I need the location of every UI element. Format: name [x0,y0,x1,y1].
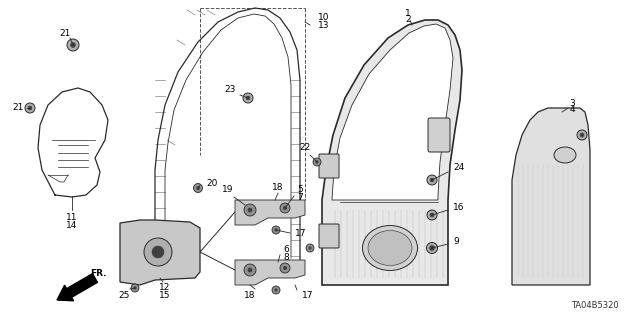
FancyBboxPatch shape [319,154,339,178]
Circle shape [67,39,79,51]
Text: 13: 13 [318,20,330,29]
Circle shape [248,208,252,212]
Circle shape [430,213,434,217]
Polygon shape [332,24,453,200]
Text: 18: 18 [244,291,256,300]
Circle shape [196,186,200,190]
Circle shape [131,284,139,292]
Circle shape [280,203,290,213]
Text: 19: 19 [222,186,234,195]
Circle shape [28,106,32,110]
Circle shape [244,204,256,216]
Text: 8: 8 [283,253,289,262]
Text: 9: 9 [453,236,459,246]
Ellipse shape [554,147,576,163]
Circle shape [243,93,253,103]
Text: 22: 22 [300,144,310,152]
Text: 21: 21 [12,103,24,113]
Circle shape [430,178,434,182]
Circle shape [152,246,164,258]
Text: 17: 17 [302,292,314,300]
Circle shape [429,246,435,250]
Text: 21: 21 [60,28,70,38]
Circle shape [272,286,280,294]
Text: FR.: FR. [90,269,106,278]
Circle shape [577,130,587,140]
Circle shape [308,246,312,249]
Circle shape [427,175,437,185]
Text: 25: 25 [118,292,130,300]
Circle shape [25,103,35,113]
Polygon shape [512,108,590,285]
FancyBboxPatch shape [428,118,450,152]
Polygon shape [235,260,305,285]
Polygon shape [120,220,200,285]
Circle shape [246,96,250,100]
Circle shape [316,160,319,164]
Circle shape [275,228,278,232]
Text: 6: 6 [283,246,289,255]
Polygon shape [235,200,305,225]
Circle shape [193,183,202,192]
Circle shape [272,226,280,234]
Circle shape [70,42,76,48]
Text: 12: 12 [159,284,171,293]
Circle shape [427,210,437,220]
Circle shape [248,268,252,272]
Circle shape [283,206,287,210]
FancyArrow shape [57,274,97,301]
Circle shape [144,238,172,266]
FancyBboxPatch shape [319,224,339,248]
Circle shape [426,242,438,254]
Text: 7: 7 [297,192,303,202]
Text: 4: 4 [569,106,575,115]
Circle shape [283,266,287,270]
Text: TA04B5320: TA04B5320 [571,300,619,309]
Circle shape [275,288,278,292]
Text: 23: 23 [224,85,236,94]
Circle shape [306,244,314,252]
Text: 3: 3 [569,99,575,108]
Circle shape [580,133,584,137]
Circle shape [280,263,290,273]
Circle shape [133,286,136,290]
Text: 16: 16 [453,203,465,211]
Text: 1: 1 [405,9,411,18]
Circle shape [244,264,256,276]
Text: 14: 14 [67,220,77,229]
Text: 11: 11 [67,213,77,222]
Text: 2: 2 [405,16,411,25]
Ellipse shape [368,231,412,265]
Text: 20: 20 [206,179,218,188]
Circle shape [313,158,321,166]
Polygon shape [322,20,462,285]
Text: 24: 24 [453,164,464,173]
Ellipse shape [362,226,417,271]
Text: 17: 17 [295,228,307,238]
Text: 5: 5 [297,186,303,195]
Text: 10: 10 [318,13,330,23]
Text: 15: 15 [159,291,171,300]
Text: 18: 18 [272,182,284,191]
